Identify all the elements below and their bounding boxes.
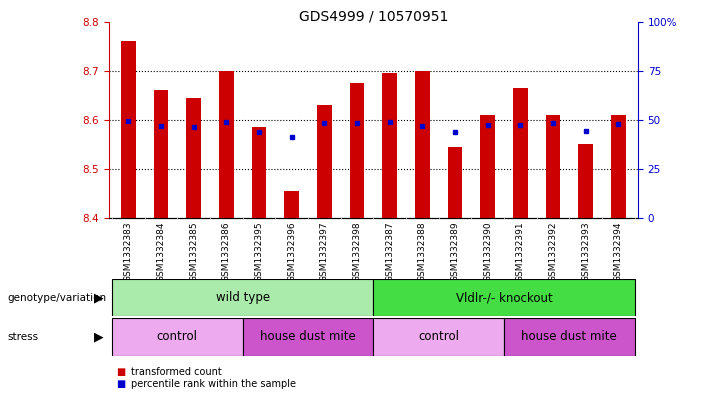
Text: control: control [418,331,459,343]
Text: GSM1332391: GSM1332391 [516,221,525,282]
Text: GSM1332393: GSM1332393 [581,221,590,282]
Bar [252,127,266,218]
Bar [504,318,634,356]
Bar [545,115,560,218]
Bar [350,83,365,218]
Text: GSM1332397: GSM1332397 [320,221,329,282]
Text: percentile rank within the sample: percentile rank within the sample [131,379,296,389]
Bar [374,318,504,356]
Bar [186,98,201,218]
Bar [578,144,593,218]
Text: Vldlr-/- knockout: Vldlr-/- knockout [456,291,552,304]
Text: ■: ■ [116,367,125,377]
Text: GSM1332395: GSM1332395 [254,221,264,282]
Text: ■: ■ [116,379,125,389]
Bar [317,105,332,218]
Text: genotype/variation: genotype/variation [7,293,106,303]
Bar [382,73,397,218]
Bar [513,88,528,218]
Bar [285,191,299,218]
Text: house dust mite: house dust mite [522,331,617,343]
Text: transformed count: transformed count [131,367,222,377]
Text: GSM1332383: GSM1332383 [124,221,132,282]
Text: GSM1332394: GSM1332394 [614,221,622,281]
Bar [243,318,374,356]
Bar [448,147,462,218]
Text: ▶: ▶ [94,331,104,343]
Text: GSM1332398: GSM1332398 [353,221,362,282]
Text: ▶: ▶ [94,291,104,304]
Text: control: control [157,331,198,343]
Text: GSM1332392: GSM1332392 [548,221,557,281]
Bar [154,90,168,218]
Bar [112,318,243,356]
Bar [112,279,374,316]
Text: wild type: wild type [215,291,270,304]
Text: house dust mite: house dust mite [260,331,356,343]
Text: GSM1332385: GSM1332385 [189,221,198,282]
Text: GSM1332390: GSM1332390 [483,221,492,282]
Bar [219,71,233,218]
Text: GSM1332384: GSM1332384 [156,221,165,281]
Bar [480,115,495,218]
Text: stress: stress [7,332,38,342]
Bar [611,115,626,218]
Text: GSM1332396: GSM1332396 [287,221,296,282]
Text: GSM1332386: GSM1332386 [222,221,231,282]
Bar [374,279,634,316]
Text: GSM1332387: GSM1332387 [385,221,394,282]
Text: GSM1332388: GSM1332388 [418,221,427,282]
Text: GDS4999 / 10570951: GDS4999 / 10570951 [299,10,448,24]
Text: GSM1332389: GSM1332389 [451,221,459,282]
Bar [121,41,135,218]
Bar [415,71,430,218]
